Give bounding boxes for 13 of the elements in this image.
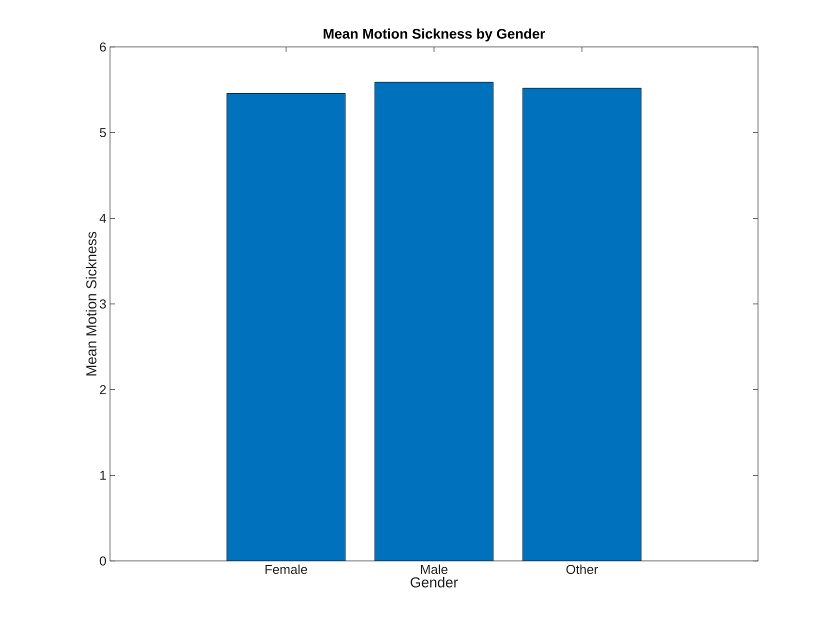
y-tick-label: 4 [100, 214, 106, 223]
x-tick-label: Male [421, 564, 448, 574]
y-tick-label: 3 [100, 299, 106, 309]
y-tick-label: 5 [100, 128, 106, 138]
y-tick-label: 2 [100, 385, 106, 394]
y-tick-label: 1 [100, 470, 106, 480]
y-axis-title: Mean Motion Sickness [86, 232, 96, 376]
x-axis-title: Gender [410, 576, 458, 588]
x-tick-label: Female [266, 564, 308, 574]
y-tick-label: 0 [100, 556, 106, 566]
y-tick-label: 6 [100, 42, 106, 52]
x-tick-label: Other [566, 564, 598, 574]
chart-title: Mean Motion Sickness by Gender [324, 28, 546, 42]
